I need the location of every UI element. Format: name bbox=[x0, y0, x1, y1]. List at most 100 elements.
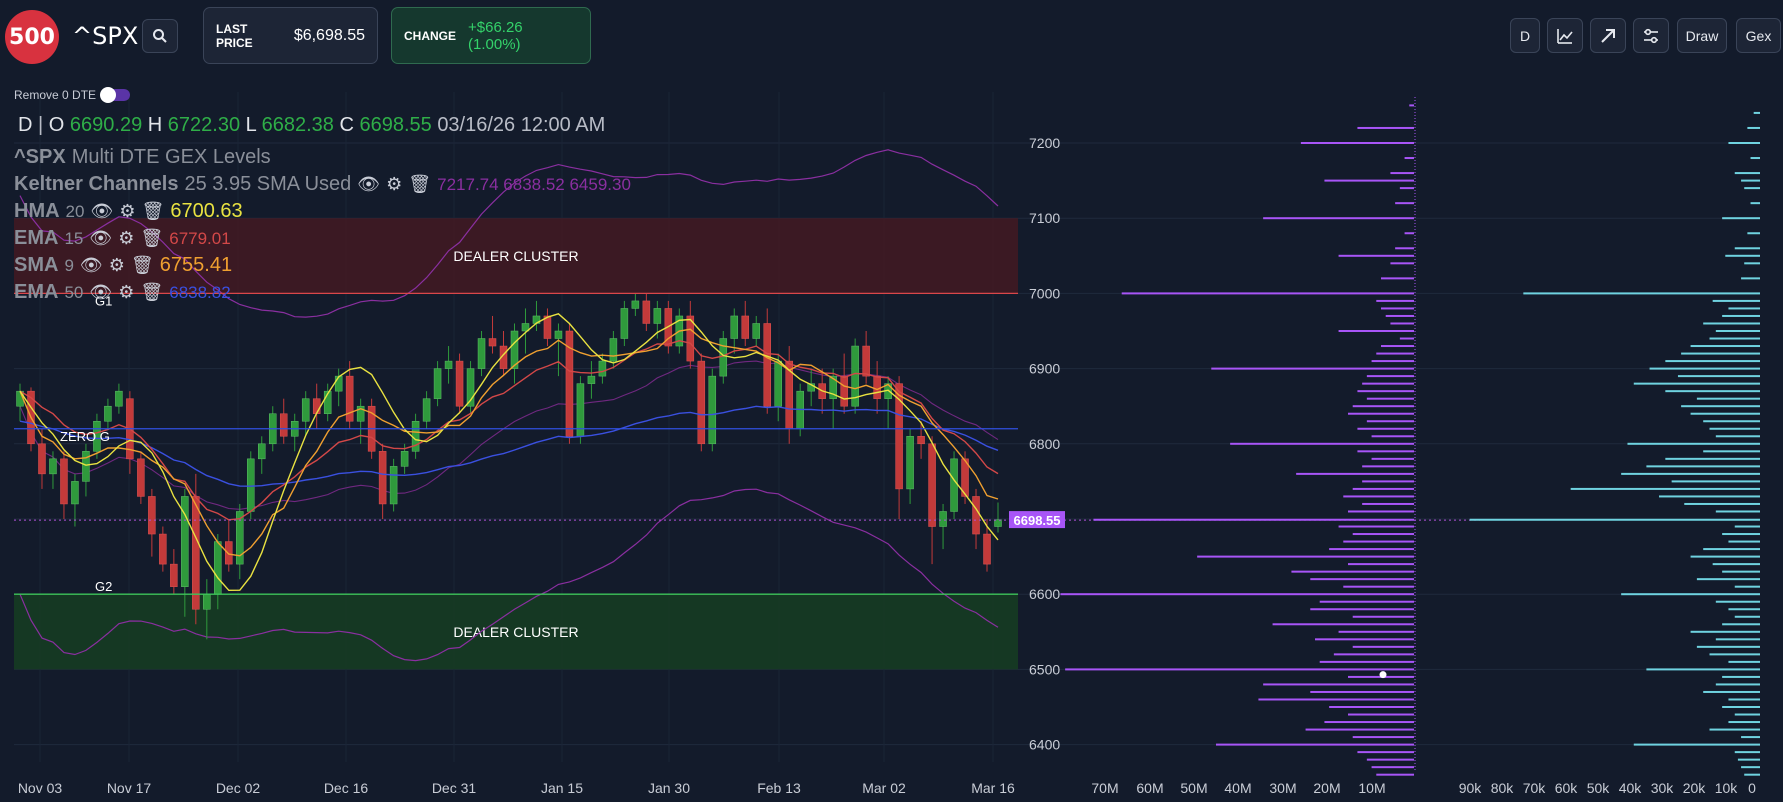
gex-call-bar bbox=[1621, 593, 1760, 596]
gex-put-bar bbox=[1258, 698, 1414, 701]
candle-body bbox=[258, 443, 266, 460]
candle-body bbox=[411, 420, 420, 452]
gex-call-bar bbox=[1671, 480, 1760, 483]
gex-call-tick-label: 20k bbox=[1683, 780, 1707, 796]
trash-icon[interactable]: 🗑 bbox=[408, 174, 432, 194]
top-bar: 500 ^SPX LAST PRICE $6,698.55 CHANGE +$6… bbox=[0, 0, 1783, 72]
legend-ema15[interactable]: EMA 15 👁 ⚙ 🗑 6779.01 bbox=[14, 227, 231, 250]
gear-icon[interactable]: ⚙ bbox=[386, 174, 403, 194]
candle-body bbox=[49, 458, 57, 475]
legend-sma9-value: 6755.41 bbox=[159, 254, 233, 276]
candle-body bbox=[631, 300, 640, 309]
eye-icon[interactable]: 👁 bbox=[89, 228, 113, 248]
legend-sma9[interactable]: SMA 9 👁 ⚙ 🗑 6755.41 bbox=[14, 254, 232, 277]
g2-label: G2 bbox=[95, 579, 112, 594]
price-tick-label: 7100 bbox=[1029, 210, 1060, 226]
gex-histogram[interactable]: 70M 60M 50M 40M 30M 20M 10M 90k 80k 70k 60k 50k 40k 3… bbox=[1060, 97, 1760, 796]
gex-call-bar bbox=[1715, 510, 1760, 513]
candle-body bbox=[214, 541, 222, 595]
gex-put-bar bbox=[1315, 638, 1414, 641]
gex-put-tick-label: 70M bbox=[1091, 780, 1118, 796]
eye-icon[interactable]: 👁 bbox=[90, 201, 114, 221]
legend-ema50-name: EMA bbox=[14, 281, 59, 303]
gex-call-bar bbox=[1747, 232, 1760, 235]
gex-call-bar bbox=[1709, 728, 1760, 731]
candle-body bbox=[950, 458, 958, 512]
legend-keltner-name: Keltner Channels bbox=[14, 173, 179, 195]
candle-body bbox=[961, 458, 969, 497]
legend-keltner-params: 25 3.95 SMA Used bbox=[184, 173, 352, 195]
settings-button[interactable] bbox=[1633, 18, 1669, 53]
eye-icon[interactable]: 👁 bbox=[79, 255, 103, 275]
legend-keltner[interactable]: Keltner Channels 25 3.95 SMA Used 👁 ⚙ 🗑 … bbox=[14, 173, 631, 196]
gex-put-bar bbox=[1352, 487, 1414, 490]
candle-body bbox=[983, 533, 991, 565]
gex-call-bar bbox=[1715, 683, 1760, 686]
draw-button[interactable]: Draw bbox=[1677, 18, 1727, 53]
gex-button[interactable]: Gex bbox=[1736, 18, 1781, 53]
remove-0dte-toggle[interactable] bbox=[100, 87, 131, 103]
trash-icon[interactable]: 🗑 bbox=[141, 201, 165, 221]
candle-body bbox=[389, 466, 398, 505]
trend-arrow-button[interactable] bbox=[1590, 18, 1626, 53]
ohlc-timestamp: 03/16/26 12:00 AM bbox=[437, 114, 606, 136]
remove-0dte-toggle-row[interactable]: Remove 0 DTE bbox=[14, 87, 131, 103]
app-logo[interactable]: 500 bbox=[5, 10, 59, 64]
gex-call-bar bbox=[1750, 202, 1760, 205]
candle-body bbox=[587, 375, 596, 384]
candle-body bbox=[730, 315, 739, 339]
legend-ema15-period: 15 bbox=[64, 228, 84, 248]
gex-put-bar bbox=[1310, 608, 1414, 611]
trash-icon[interactable]: 🗑 bbox=[140, 228, 164, 248]
gear-icon[interactable]: ⚙ bbox=[119, 201, 136, 221]
gex-call-bar bbox=[1696, 578, 1760, 581]
eye-icon[interactable]: 👁 bbox=[89, 282, 113, 302]
trash-icon[interactable]: 🗑 bbox=[130, 255, 154, 275]
gex-call-bar bbox=[1728, 540, 1760, 543]
gear-icon[interactable]: ⚙ bbox=[118, 228, 135, 248]
candle-body bbox=[895, 383, 903, 490]
interval-button[interactable]: D bbox=[1510, 18, 1540, 53]
gex-put-bar bbox=[1352, 615, 1414, 618]
gex-call-bar bbox=[1734, 585, 1760, 588]
gex-call-bar bbox=[1737, 758, 1760, 761]
gex-put-bar bbox=[1409, 104, 1414, 107]
gex-call-bar bbox=[1633, 743, 1760, 746]
eye-icon[interactable]: 👁 bbox=[357, 174, 381, 194]
candle-body bbox=[609, 338, 618, 362]
gex-put-bar bbox=[1399, 337, 1414, 340]
candle-body bbox=[851, 345, 859, 407]
indicators-button[interactable] bbox=[1547, 18, 1583, 53]
gex-put-bar bbox=[1357, 450, 1414, 453]
gex-call-bar bbox=[1734, 751, 1760, 754]
candle-body bbox=[356, 405, 365, 422]
gex-put-bar bbox=[1348, 510, 1414, 513]
gear-icon[interactable]: ⚙ bbox=[118, 282, 135, 302]
search-button[interactable] bbox=[142, 19, 178, 53]
gear-icon[interactable]: ⚙ bbox=[108, 255, 125, 275]
gex-put-bar bbox=[1381, 345, 1414, 348]
close-value: 6698.55 bbox=[359, 114, 432, 136]
gex-put-bar bbox=[1296, 472, 1414, 475]
candle-body bbox=[159, 533, 167, 565]
candle-body bbox=[181, 496, 189, 587]
trash-icon[interactable]: 🗑 bbox=[140, 282, 164, 302]
gex-call-bar bbox=[1725, 254, 1760, 257]
candle-body bbox=[763, 323, 771, 407]
legend-gex[interactable]: ^SPX Multi DTE GEX Levels bbox=[14, 146, 271, 169]
date-tick-label: Dec 02 bbox=[216, 780, 261, 796]
gex-put-bar bbox=[1319, 600, 1414, 603]
ticker-symbol[interactable]: ^SPX bbox=[72, 22, 139, 50]
gex-call-bar bbox=[1659, 495, 1760, 498]
gex-call-bar bbox=[1703, 420, 1760, 423]
price-axis[interactable]: 7200 7100 7000 6900 6800 6600 6500 6400 6698.55 bbox=[1009, 135, 1065, 753]
gex-put-bar bbox=[1348, 412, 1414, 415]
gex-put-bar bbox=[1211, 367, 1414, 370]
time-axis[interactable]: Nov 03 Nov 17 Dec 02 Dec 16 Dec 31 Jan 15 Jan … bbox=[18, 780, 1015, 796]
legend-ema50[interactable]: EMA 50 👁 ⚙ 🗑 6838.82 bbox=[14, 281, 231, 304]
legend-hma[interactable]: HMA 20 👁 ⚙ 🗑 6700.63 bbox=[14, 200, 243, 223]
gex-call-bar bbox=[1741, 736, 1760, 739]
candle-body bbox=[917, 436, 925, 445]
gex-call-bar bbox=[1750, 157, 1760, 160]
